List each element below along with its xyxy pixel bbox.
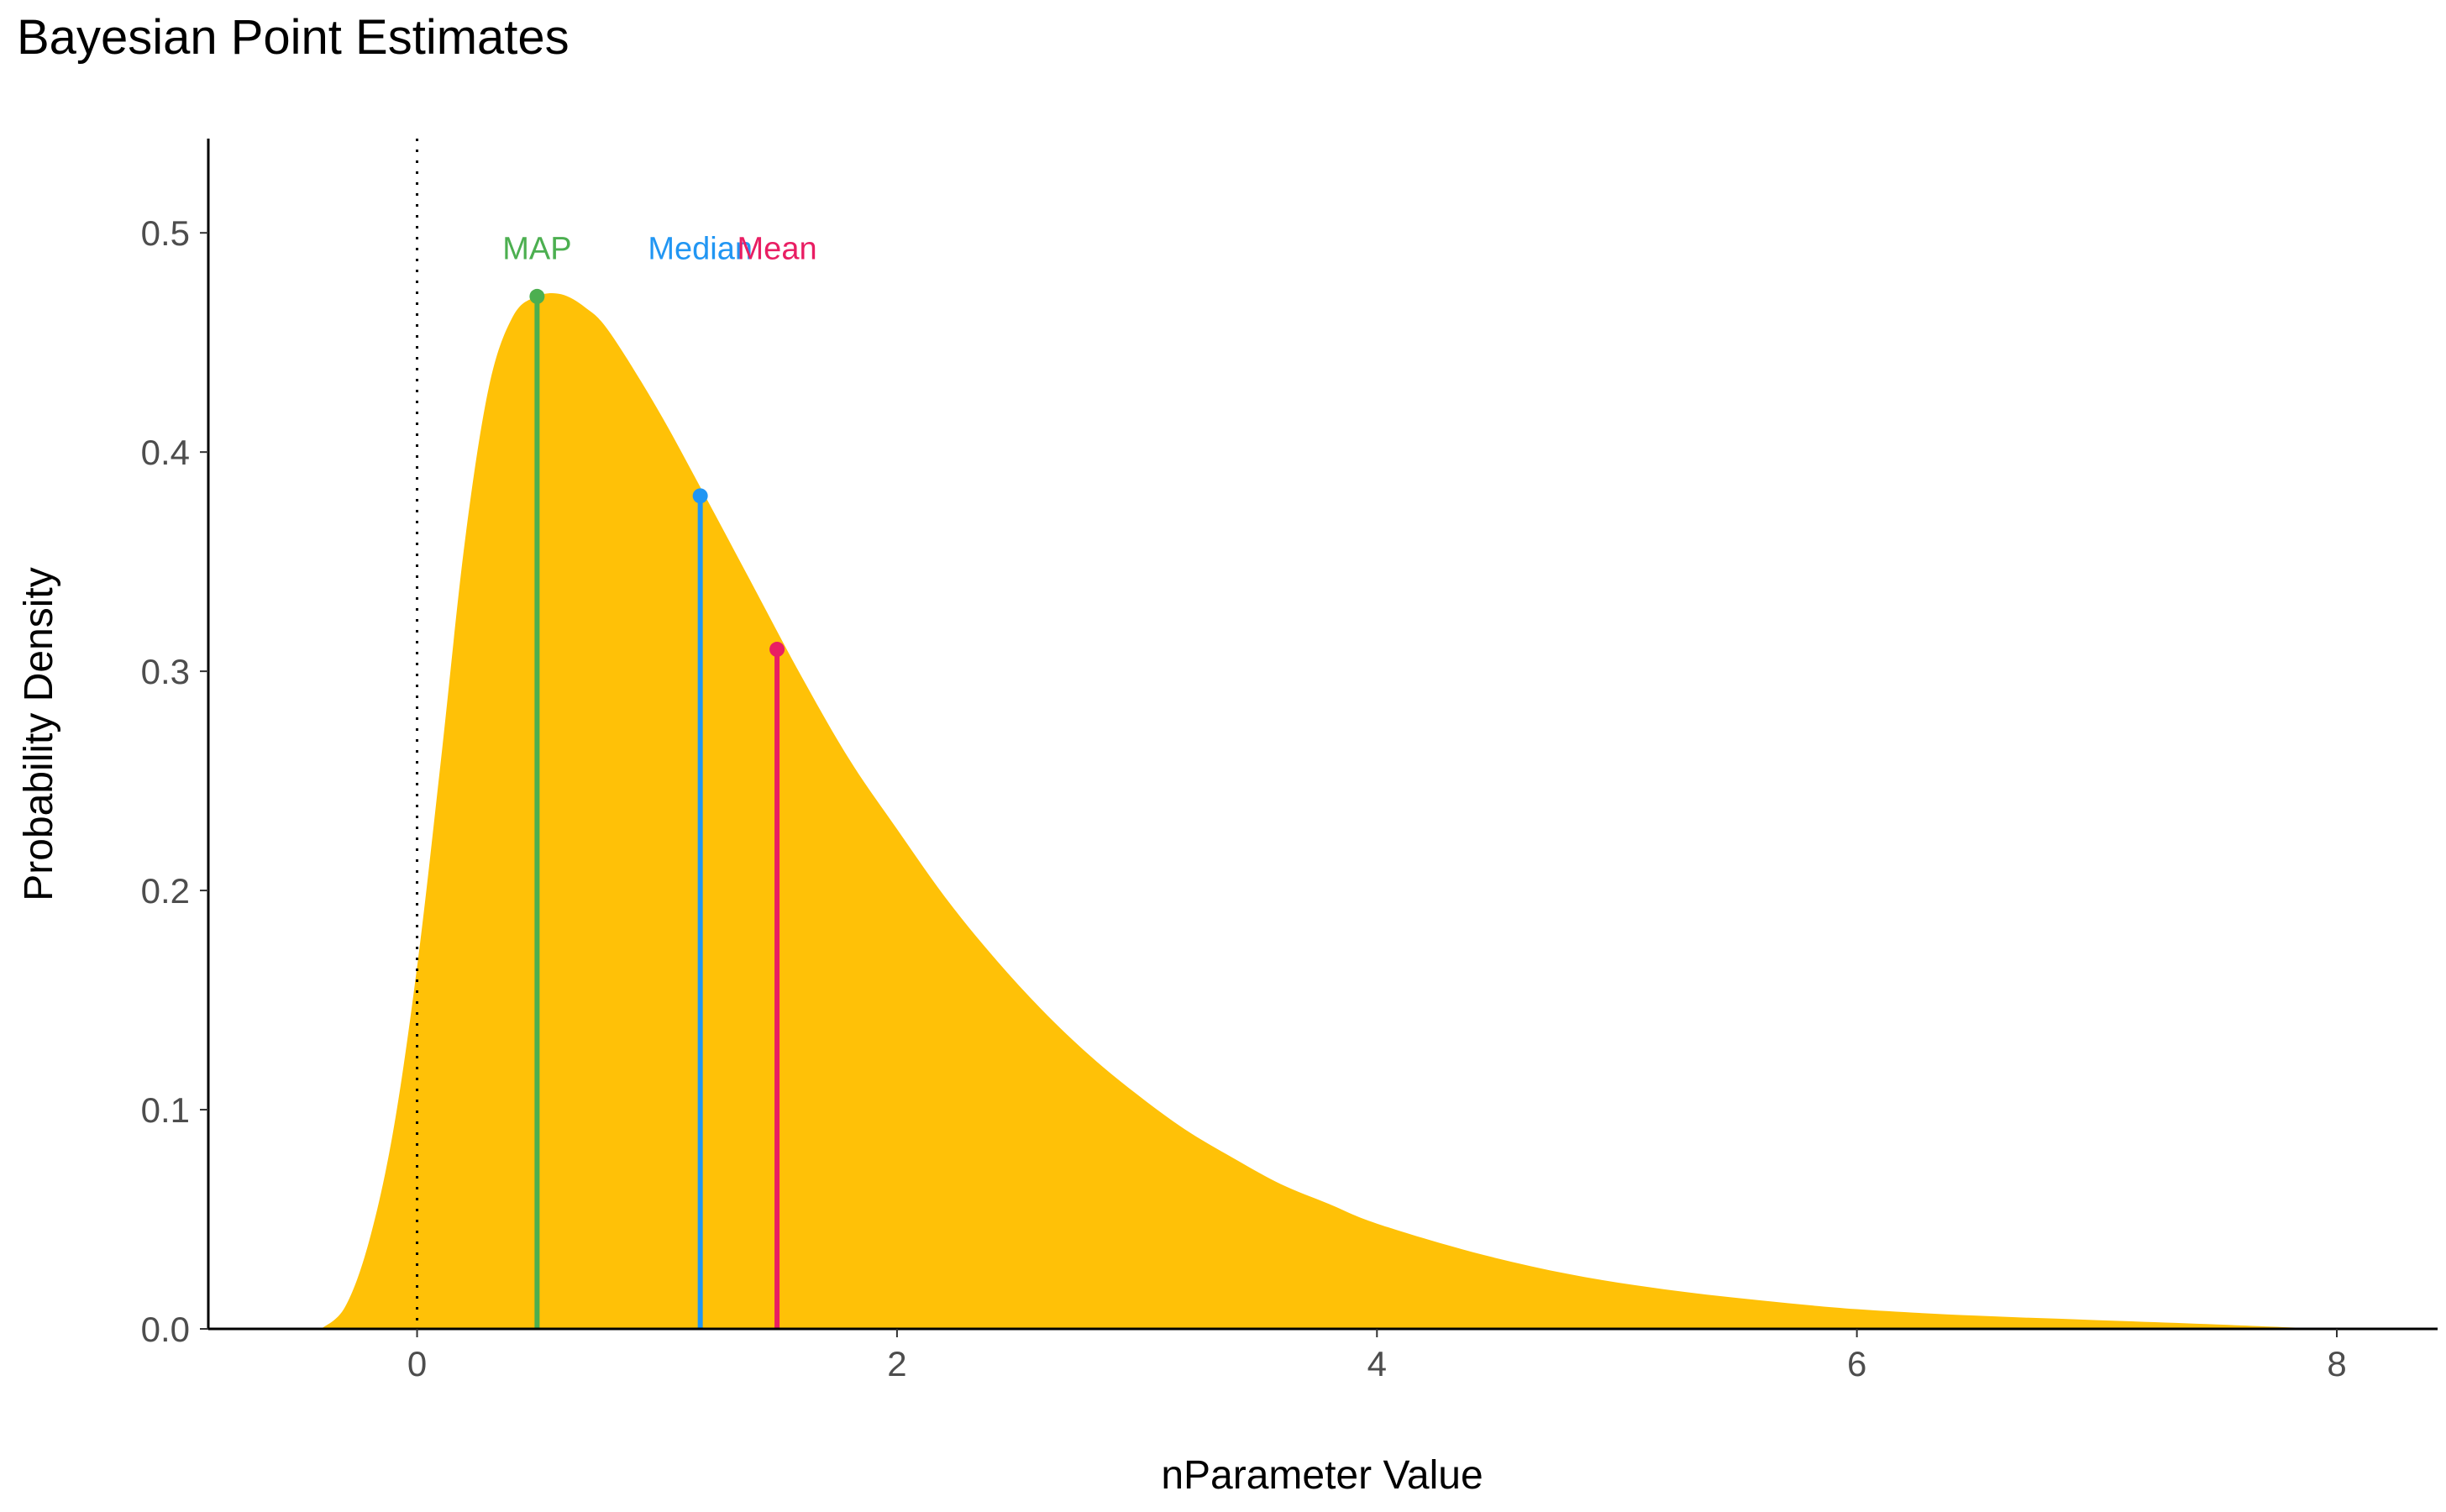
- y-tick-label: 0.2: [141, 871, 190, 911]
- y-tick-label: 0.0: [141, 1310, 190, 1349]
- x-tick-label: 4: [1367, 1344, 1387, 1383]
- y-tick-label: 0.5: [141, 213, 190, 253]
- y-tick-label: 0.4: [141, 433, 190, 472]
- x-axis-title: nParameter Value: [1161, 1453, 1483, 1498]
- x-tick-label: 0: [407, 1344, 427, 1383]
- y-tick-label: 0.3: [141, 652, 190, 691]
- y-axis-title: Probability Density: [17, 567, 61, 901]
- chart-title: Bayesian Point Estimates: [17, 10, 570, 65]
- median-point: [692, 488, 708, 504]
- y-tick-label: 0.1: [141, 1090, 190, 1130]
- x-tick-label: 6: [1847, 1344, 1866, 1383]
- axes: 0 2 4 6 8 0.0 0.1 0.2 0.3 0.4 0.5: [141, 139, 2438, 1383]
- map-point: [529, 288, 545, 304]
- mean-label: Mean: [737, 232, 817, 267]
- density-area: [321, 292, 2325, 1330]
- map-label: MAP: [502, 232, 571, 267]
- x-tick-label: 8: [2327, 1344, 2346, 1383]
- mean-point: [769, 642, 785, 658]
- median-label: Median: [648, 232, 753, 267]
- x-tick-label: 2: [887, 1344, 906, 1383]
